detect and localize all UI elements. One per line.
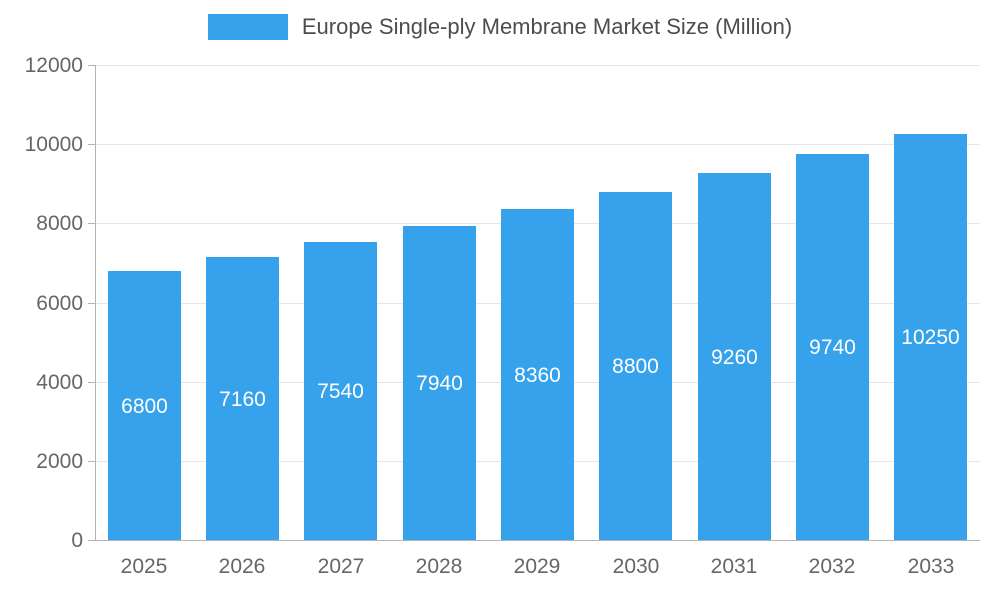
x-tick-label: 2032: [808, 555, 856, 578]
bar-2025[interactable]: [108, 271, 181, 540]
bar-2026[interactable]: [206, 257, 279, 540]
bar-value-label: 9260: [711, 346, 758, 369]
x-tick-label: 2030: [612, 555, 660, 578]
x-tick-label: 2033: [907, 555, 955, 578]
bar-value-label: 7940: [416, 372, 463, 395]
x-tick-label: 2026: [218, 555, 266, 578]
y-tick-label: 10000: [24, 133, 83, 156]
bar-value-label: 8800: [612, 355, 659, 378]
y-tick-label: 6000: [36, 292, 83, 315]
bar-2027[interactable]: [304, 242, 377, 540]
y-gridline: [95, 65, 980, 66]
y-tick-mark: [88, 382, 95, 383]
y-tick-mark: [88, 540, 95, 541]
bar-2028[interactable]: [403, 226, 476, 540]
bar-value-label: 6800: [121, 395, 168, 418]
x-tick-label: 2031: [710, 555, 758, 578]
bar-value-label: 7540: [317, 380, 364, 403]
legend-swatch[interactable]: [207, 14, 288, 40]
bar-value-label: 8360: [514, 364, 561, 387]
y-tick-mark: [88, 223, 95, 224]
bar-2031[interactable]: [698, 173, 771, 540]
x-tick-label: 2025: [120, 555, 168, 578]
chart-title: Europe Single-ply Membrane Market Size (…: [301, 14, 793, 39]
y-tick-label: 8000: [36, 212, 83, 235]
x-tick-label: 2029: [513, 555, 561, 578]
x-tick-label: 2028: [415, 555, 463, 578]
y-axis-line: [95, 65, 96, 540]
bar-value-label: 9740: [809, 336, 856, 359]
y-tick-label: 12000: [24, 54, 83, 77]
bar-value-label: 10250: [901, 326, 960, 349]
bar-2033[interactable]: [894, 134, 967, 540]
chart-legend[interactable]: Europe Single-ply Membrane Market Size (…: [0, 14, 1000, 40]
y-tick-label: 2000: [36, 450, 83, 473]
y-tick-label: 4000: [36, 371, 83, 394]
x-axis-line: [95, 540, 980, 541]
bar-value-label: 7160: [219, 388, 266, 411]
y-tick-mark: [88, 144, 95, 145]
y-tick-label: 0: [71, 529, 83, 552]
y-tick-mark: [88, 303, 95, 304]
y-tick-mark: [88, 461, 95, 462]
bar-2029[interactable]: [501, 209, 574, 540]
bar-2032[interactable]: [796, 154, 869, 540]
x-tick-label: 2027: [317, 555, 365, 578]
y-tick-mark: [88, 65, 95, 66]
y-gridline: [95, 144, 980, 145]
bar-2030[interactable]: [599, 192, 672, 540]
